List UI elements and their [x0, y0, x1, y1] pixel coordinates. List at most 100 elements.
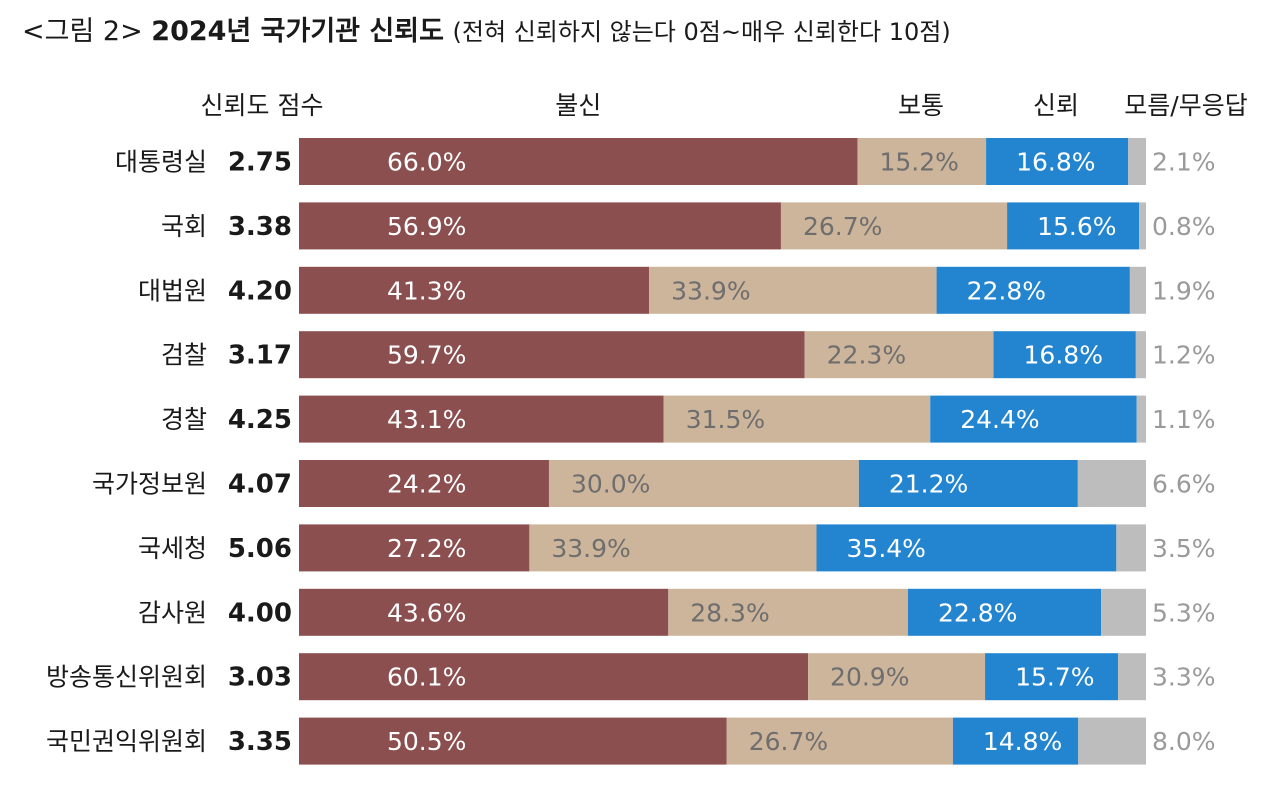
data-label-trust: 21.2% [889, 470, 968, 499]
bar-segment-distrust [299, 460, 549, 507]
category-label: 대법원 [138, 276, 207, 305]
score-header: 신뢰도 점수 [201, 91, 324, 120]
category-label: 국회 [161, 212, 207, 241]
score-value: 4.20 [228, 276, 292, 306]
data-label-distrust: 27.2% [387, 534, 466, 563]
category-label: 검찰 [161, 341, 207, 370]
data-label-unknown: 1.1% [1152, 405, 1216, 434]
bar-segment-unknown [1077, 460, 1146, 507]
data-label-neutral: 28.3% [690, 598, 769, 627]
bar-segment-trust [986, 138, 1129, 185]
bar-segment-trust [858, 460, 1078, 507]
category-label: 국민권익위원회 [46, 727, 207, 756]
data-label-distrust: 66.0% [387, 148, 466, 177]
data-label-neutral: 20.9% [830, 663, 909, 692]
bar-segment-trust [816, 524, 1117, 572]
score-value: 4.00 [228, 598, 292, 628]
bar-segment-distrust [299, 331, 805, 379]
chart-title: <그림 2> 2024년 국가기관 신뢰도 (전혀 신뢰하지 않는다 0점~매우… [22, 10, 951, 54]
data-label-neutral: 26.7% [749, 727, 828, 756]
bar-segment-trust [907, 588, 1102, 636]
score-value: 3.17 [228, 341, 292, 371]
bar-segment-neutral [726, 717, 953, 765]
bar-segment-neutral [804, 331, 994, 379]
legend-neutral: 보통 [898, 91, 944, 120]
data-label-unknown: 1.9% [1152, 276, 1216, 305]
data-label-unknown: 8.0% [1152, 727, 1216, 756]
legend-distrust: 불신 [555, 91, 601, 120]
legend-trust: 신뢰 [1033, 91, 1079, 120]
bar-segment-unknown [1118, 653, 1146, 701]
legend-unknown: 모름/무응답 [1124, 91, 1247, 120]
bar-segment-unknown [1136, 395, 1146, 443]
bar-segment-distrust [299, 653, 809, 701]
data-label-distrust: 41.3% [387, 276, 466, 305]
data-label-unknown: 2.1% [1152, 148, 1216, 177]
bar-segment-trust [952, 717, 1079, 765]
bar-segment-trust [985, 653, 1119, 701]
data-label-neutral: 22.3% [827, 341, 906, 370]
bar-segment-trust [936, 266, 1130, 314]
bar-segment-unknown [1078, 717, 1146, 765]
data-label-neutral: 33.9% [551, 534, 630, 563]
data-label-distrust: 24.2% [387, 470, 466, 499]
bar-segment-unknown [1116, 524, 1146, 572]
data-label-distrust: 50.5% [387, 727, 466, 756]
category-label: 국세청 [138, 534, 207, 563]
data-label-distrust: 43.6% [387, 598, 466, 627]
data-label-distrust: 60.1% [387, 663, 466, 692]
data-label-distrust: 56.9% [387, 212, 466, 241]
bar-segment-unknown [1139, 202, 1146, 250]
score-value: 2.75 [228, 148, 292, 178]
data-label-unknown: 3.5% [1152, 534, 1216, 563]
bar-segment-distrust [299, 588, 669, 636]
figure-number: <그림 2> [22, 16, 143, 47]
bar-segment-unknown [1135, 331, 1146, 379]
data-label-neutral: 15.2% [879, 148, 958, 177]
data-label-trust: 15.7% [1015, 663, 1094, 692]
bar-segment-neutral [663, 395, 931, 443]
score-value: 4.07 [228, 470, 292, 500]
bar-segment-distrust [299, 717, 727, 765]
data-label-distrust: 59.7% [387, 341, 466, 370]
bar-segment-trust [993, 331, 1136, 379]
category-label: 감사원 [138, 598, 207, 627]
bar-segment-unknown [1128, 138, 1146, 185]
bar-segment-neutral [548, 460, 859, 507]
data-label-neutral: 30.0% [571, 470, 650, 499]
data-label-trust: 22.8% [967, 276, 1046, 305]
data-label-trust: 35.4% [847, 534, 926, 563]
bar-segment-unknown [1129, 266, 1146, 314]
data-label-trust: 16.8% [1024, 341, 1103, 370]
category-label: 방송통신위원회 [46, 663, 207, 692]
bar-segment-unknown [1101, 588, 1146, 636]
data-label-trust: 22.8% [938, 598, 1017, 627]
data-label-trust: 15.6% [1037, 212, 1116, 241]
bar-segment-neutral [668, 588, 908, 636]
bar-segment-distrust [299, 138, 858, 185]
data-label-neutral: 26.7% [803, 212, 882, 241]
bar-segment-neutral [529, 524, 817, 572]
score-value: 5.06 [228, 534, 292, 564]
data-label-unknown: 1.2% [1152, 341, 1216, 370]
data-label-trust: 24.4% [960, 405, 1039, 434]
category-label: 대통령실 [115, 148, 207, 177]
data-label-unknown: 0.8% [1152, 212, 1216, 241]
bar-segment-distrust [299, 395, 664, 443]
bar-segment-neutral [780, 202, 1008, 250]
data-label-neutral: 31.5% [686, 405, 765, 434]
data-label-unknown: 5.3% [1152, 598, 1216, 627]
bar-segment-neutral [649, 266, 937, 314]
category-label: 국가정보원 [92, 470, 207, 499]
data-label-distrust: 43.1% [387, 405, 466, 434]
score-value: 4.25 [228, 405, 292, 435]
data-label-unknown: 3.3% [1152, 663, 1216, 692]
bar-segment-trust [930, 395, 1137, 443]
bar-segment-distrust [299, 524, 530, 572]
score-value: 3.03 [228, 663, 292, 693]
score-value: 3.38 [228, 212, 292, 242]
data-label-trust: 16.8% [1016, 148, 1095, 177]
data-label-trust: 14.8% [983, 727, 1062, 756]
score-value: 3.35 [228, 727, 292, 757]
